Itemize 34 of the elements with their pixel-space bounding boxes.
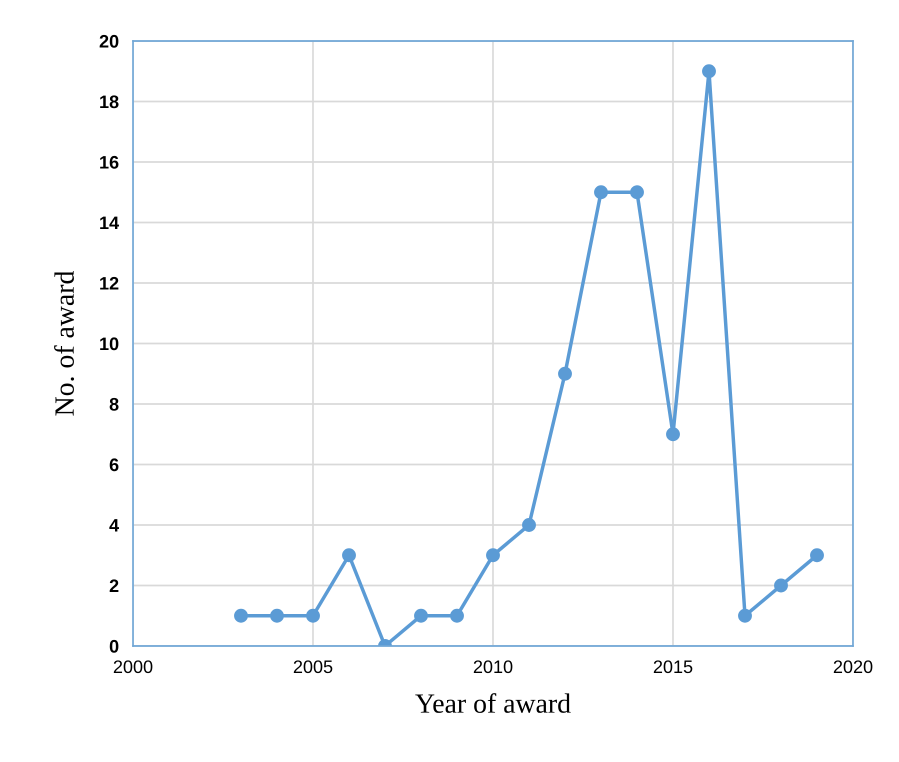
point: [810, 548, 824, 562]
point: [270, 608, 284, 623]
point: [738, 608, 752, 623]
y-tick-label: 20: [100, 34, 118, 48]
y-tick-label: 18: [100, 95, 119, 108]
x-tick-label: 2005: [294, 660, 332, 674]
point: [594, 185, 608, 200]
x-tick-label: 2010: [474, 660, 512, 674]
y-tick-label: 4: [109, 519, 120, 532]
point: [234, 608, 248, 623]
x-tick-label: 2020: [834, 660, 872, 674]
y-tick-label: 16: [100, 156, 118, 169]
x-axis-title: Year of award: [415, 693, 571, 713]
point: [666, 427, 680, 442]
point: [558, 366, 572, 381]
point: [342, 548, 356, 562]
y-tick-label: 10: [100, 337, 118, 350]
y-tick-label: 6: [110, 458, 118, 472]
x-tick-label: 2015: [654, 660, 692, 674]
y-tick-label: 12: [100, 276, 118, 290]
y-tick-label: 0: [110, 640, 118, 653]
y-tick-label: 2: [110, 579, 118, 592]
point: [414, 608, 428, 623]
y-axis-title: No. of award: [54, 270, 74, 416]
point: [306, 608, 320, 623]
point: [522, 518, 536, 532]
y-tick-label: 8: [110, 398, 119, 411]
point: [774, 578, 788, 592]
x-tick-label: 2000: [114, 660, 152, 674]
point: [450, 608, 464, 623]
point: [486, 548, 500, 562]
point: [630, 185, 644, 200]
point: [702, 64, 716, 78]
y-tick-label: 14: [100, 216, 120, 230]
